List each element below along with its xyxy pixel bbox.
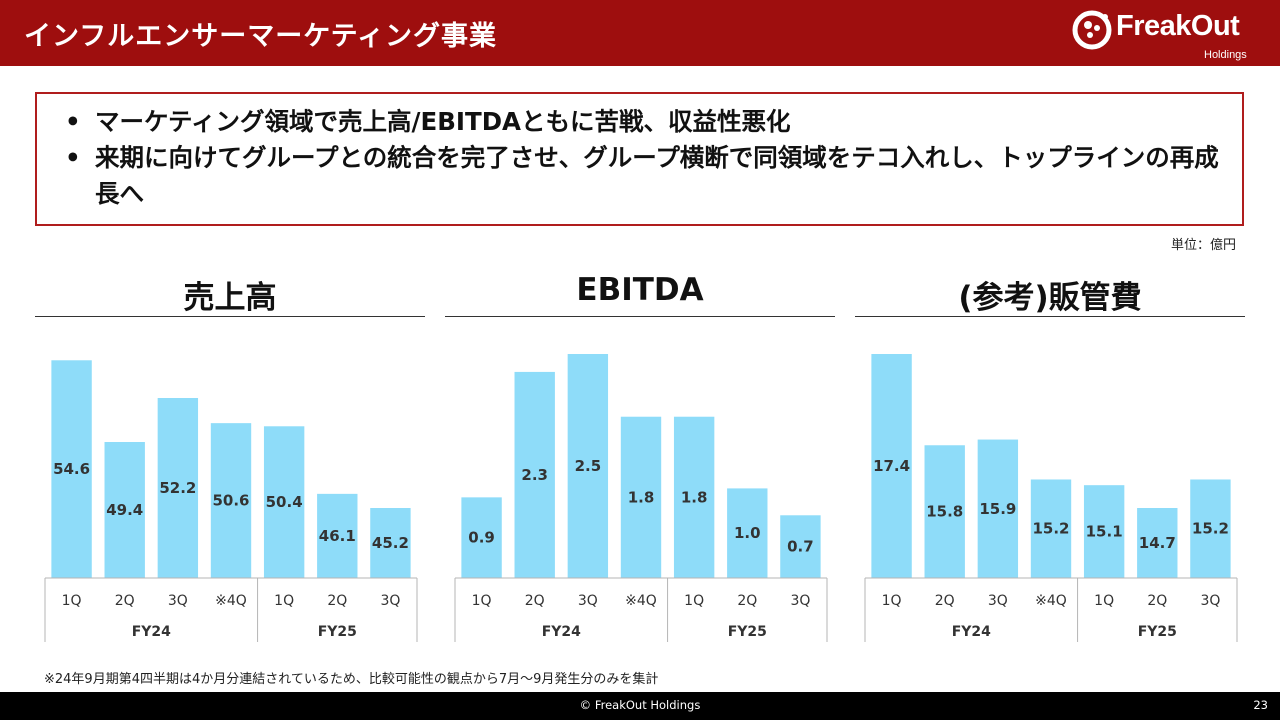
group-label: FY25 <box>1138 624 1177 640</box>
bar <box>871 354 912 578</box>
sga-chart: 17.4 1Q 15.8 2Q 15.9 3Q 15.2 ※4Q 15.1 1Q 14.7 2Q 15.… <box>864 354 1238 642</box>
category-label: 1Q <box>274 593 294 609</box>
bar <box>780 515 821 578</box>
data-label: 45.2 <box>372 534 409 552</box>
data-label: 1.0 <box>734 524 761 542</box>
category-label: 3Q <box>578 593 598 609</box>
category-label: 3Q <box>168 593 188 609</box>
chart-title: (参考)販管費 <box>958 280 1142 316</box>
bar <box>263 426 305 578</box>
page-title: インフルエンサーマーケティング事業 <box>24 21 498 52</box>
group-label: FY25 <box>318 624 357 640</box>
bar <box>461 497 502 578</box>
summary-list: マーケティング領域で売上高/EBITDAともに苦戦、収益性悪化 来期に向けてグル… <box>65 104 1235 212</box>
data-label: 15.1 <box>1086 523 1123 541</box>
data-label: 46.1 <box>319 527 356 545</box>
data-label: 2.3 <box>521 466 548 484</box>
data-label: 15.2 <box>1032 520 1069 538</box>
unit-label: 単位：億円 <box>1170 238 1236 253</box>
company-logo: FreakOut Holdings <box>1072 8 1262 62</box>
logo-wordmark: FreakOut <box>1116 10 1240 42</box>
data-label: 1.8 <box>628 488 655 506</box>
summary-bullet: マーケティング領域で売上高/EBITDAともに苦戦、収益性悪化 <box>65 104 1235 140</box>
category-label: ※4Q <box>625 593 657 609</box>
title-underline <box>445 316 835 317</box>
data-label: 52.2 <box>159 479 196 497</box>
data-label: 50.6 <box>212 492 249 510</box>
data-label: 17.4 <box>873 457 910 475</box>
summary-box: マーケティング領域で売上高/EBITDAともに苦戦、収益性悪化 来期に向けてグル… <box>35 92 1244 226</box>
category-label: 3Q <box>380 593 400 609</box>
sales-chart: 54.6 1Q 49.4 2Q 52.2 3Q 50.6 ※4Q 50.4 1Q 46.1 2Q 45.… <box>44 360 418 642</box>
logo-subtext: Holdings <box>1204 49 1247 61</box>
category-label: 2Q <box>327 593 347 609</box>
bar <box>977 439 1019 578</box>
group-label: FY24 <box>542 624 581 640</box>
bar <box>567 354 609 578</box>
page-number: 23 <box>1253 698 1268 712</box>
category-label: ※4Q <box>215 593 247 609</box>
header-bar: インフルエンサーマーケティング事業 FreakOut Holdings <box>0 0 1280 66</box>
footer-bar: © FreakOut Holdings 23 <box>0 692 1280 720</box>
category-label: 2Q <box>115 593 135 609</box>
group-label: FY24 <box>952 624 991 640</box>
category-label: 2Q <box>1147 593 1167 609</box>
bar <box>51 360 92 578</box>
category-label: 2Q <box>935 593 955 609</box>
data-label: 15.9 <box>979 500 1016 518</box>
bar <box>370 508 411 578</box>
category-label: 1Q <box>472 593 492 609</box>
category-label: 3Q <box>1200 593 1220 609</box>
bar <box>727 488 768 578</box>
chart-panel-sales: 売上高 54.6 1Q 49.4 2Q 52.2 3Q 50.6 ※4Q 50.4 1Q 46.1 2… <box>35 268 425 648</box>
data-label: 15.2 <box>1192 520 1229 538</box>
data-label: 14.7 <box>1139 534 1176 552</box>
data-label: 54.6 <box>53 460 90 478</box>
data-label: 2.5 <box>575 457 602 475</box>
category-label: 3Q <box>790 593 810 609</box>
data-label: 0.7 <box>787 538 814 556</box>
title-underline <box>35 316 425 317</box>
title-underline <box>855 316 1245 317</box>
data-label: 49.4 <box>106 501 143 519</box>
bar <box>317 493 358 578</box>
category-label: 3Q <box>988 593 1008 609</box>
category-label: 2Q <box>525 593 545 609</box>
ebitda-chart: 0.9 1Q 2.3 2Q 2.5 3Q 1.8 ※4Q 1.8 1Q 1.0 2Q 0.7 3Q FY24… <box>454 354 828 642</box>
bar <box>673 416 715 578</box>
footnote: ※24年9月期第4四半期は4か月分連結されているため、比較可能性の観点から7月～… <box>44 672 659 687</box>
bar <box>620 416 662 578</box>
summary-bullet: 来期に向けてグループとの統合を完了させ、グループ横断で同領域をテコ入れし、トップ… <box>65 140 1235 212</box>
group-label: FY25 <box>728 624 767 640</box>
data-label: 15.8 <box>926 503 963 521</box>
chart-panel-ebitda: EBITDA 0.9 1Q 2.3 2Q 2.5 3Q 1.8 ※4Q 1.8 1Q 1.0 2Q 0.… <box>445 268 835 648</box>
category-label: 1Q <box>684 593 704 609</box>
copyright: © FreakOut Holdings <box>579 698 701 712</box>
chart-title: EBITDA <box>576 272 704 308</box>
bar <box>104 442 145 578</box>
bar <box>1137 508 1178 578</box>
data-label: 50.4 <box>266 493 303 511</box>
bar <box>514 371 555 578</box>
data-label: 1.8 <box>681 488 708 506</box>
logo-mark-icon <box>1072 10 1112 50</box>
bar <box>1083 485 1125 578</box>
chart-title: 売上高 <box>183 280 277 316</box>
category-label: ※4Q <box>1035 593 1067 609</box>
bar <box>210 423 252 578</box>
category-label: 2Q <box>737 593 757 609</box>
chart-panel-sga: (参考)販管費 17.4 1Q 15.8 2Q 15.9 3Q 15.2 ※4Q 15.1 1Q 1… <box>855 268 1245 648</box>
category-label: 1Q <box>1094 593 1114 609</box>
bar <box>157 398 199 578</box>
category-label: 1Q <box>882 593 902 609</box>
bar <box>1030 479 1072 578</box>
category-label: 1Q <box>62 593 82 609</box>
bar <box>924 445 965 578</box>
bar <box>1190 479 1231 578</box>
data-label: 0.9 <box>468 529 495 547</box>
group-label: FY24 <box>132 624 171 640</box>
